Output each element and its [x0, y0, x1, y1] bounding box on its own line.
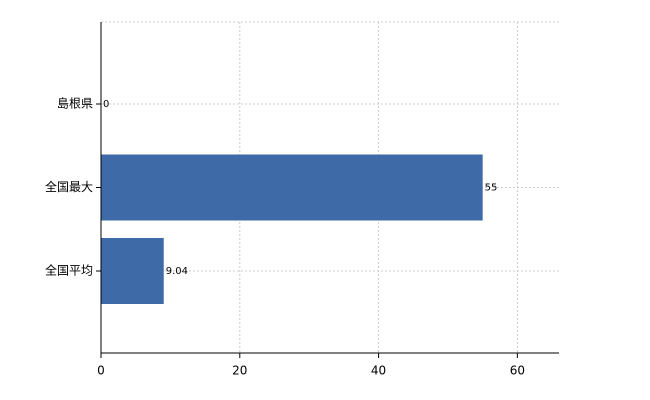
y-tick-label: 全国平均: [45, 263, 93, 278]
x-tick-label: 60: [510, 364, 525, 378]
y-tick-label: 全国最大: [45, 179, 93, 194]
value-label: 55: [485, 183, 498, 194]
bar: [101, 238, 164, 304]
y-tick-label: 島根県: [57, 96, 93, 111]
value-label: 9.04: [166, 266, 188, 277]
x-tick-label: 0: [97, 364, 105, 378]
value-label: 0: [103, 99, 109, 110]
x-tick-label: 20: [232, 364, 247, 378]
x-tick-label: 40: [371, 364, 386, 378]
bar: [101, 154, 483, 221]
